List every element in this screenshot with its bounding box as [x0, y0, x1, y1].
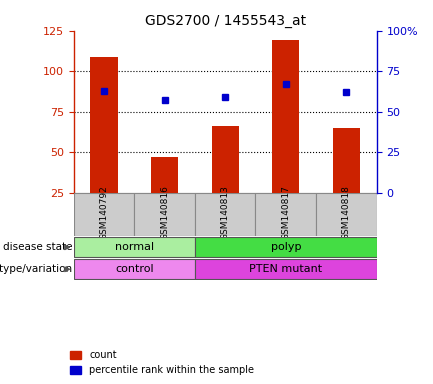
Bar — [195, 237, 377, 257]
Bar — [74, 193, 134, 236]
Bar — [90, 57, 118, 193]
Text: PTEN mutant: PTEN mutant — [249, 264, 322, 274]
Bar — [74, 237, 195, 257]
Bar — [74, 260, 195, 279]
Text: polyp: polyp — [271, 242, 301, 252]
Text: GSM140816: GSM140816 — [160, 185, 169, 240]
Text: control: control — [115, 264, 154, 274]
Legend: count, percentile rank within the sample: count, percentile rank within the sample — [70, 351, 254, 375]
Text: GSM140792: GSM140792 — [100, 185, 108, 240]
Bar — [272, 40, 299, 193]
Text: GSM140817: GSM140817 — [281, 185, 290, 240]
Bar — [255, 193, 316, 236]
Text: GSM140813: GSM140813 — [221, 185, 229, 240]
Bar — [134, 193, 195, 236]
Bar — [211, 126, 239, 193]
Text: genotype/variation: genotype/variation — [0, 264, 72, 274]
Text: disease state: disease state — [3, 242, 72, 252]
Bar — [151, 157, 178, 193]
Bar — [195, 260, 377, 279]
Text: normal: normal — [115, 242, 154, 252]
Bar — [195, 193, 255, 236]
Bar — [333, 128, 360, 193]
Bar — [316, 193, 377, 236]
Title: GDS2700 / 1455543_at: GDS2700 / 1455543_at — [145, 14, 306, 28]
Text: GSM140818: GSM140818 — [342, 185, 351, 240]
